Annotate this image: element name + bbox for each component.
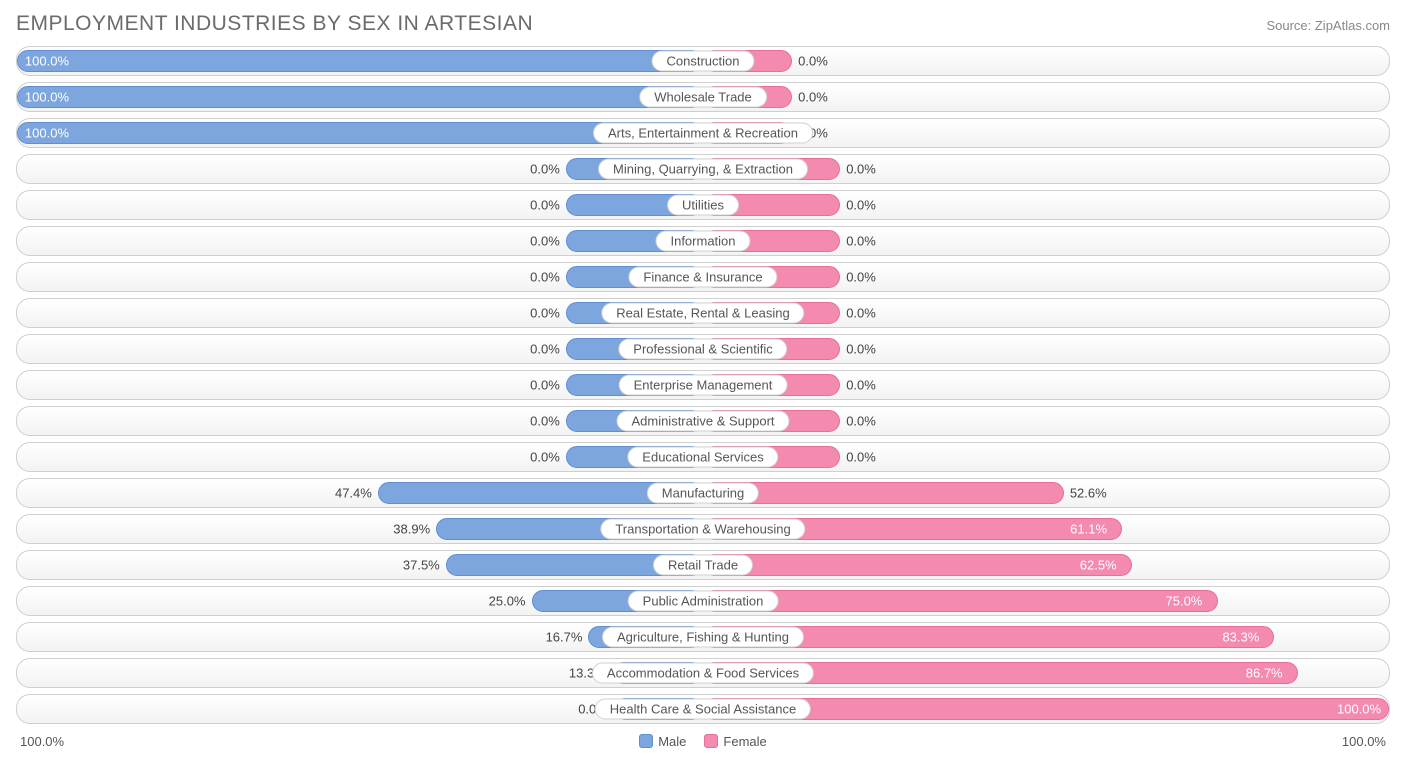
legend-item-female: Female: [704, 734, 766, 749]
chart-row: 37.5% 62.5% Retail Trade: [16, 550, 1390, 580]
category-pill: Retail Trade: [653, 555, 753, 576]
male-value: 0.0%: [530, 234, 560, 249]
female-value: 0.0%: [846, 342, 876, 357]
chart-row: 0.0% 0.0% Administrative & Support: [16, 406, 1390, 436]
female-value: 75.0%: [1166, 594, 1203, 609]
female-value: 61.1%: [1070, 522, 1107, 537]
female-value: 0.0%: [846, 162, 876, 177]
chart-row: 13.3%86.7%Accommodation & Food Services: [16, 658, 1390, 688]
female-value: 100.0%: [1337, 702, 1381, 717]
chart-row: 100.0%0.0%Arts, Entertainment & Recreati…: [16, 118, 1390, 148]
legend: Male Female: [639, 734, 767, 749]
category-pill: Transportation & Warehousing: [600, 519, 805, 540]
male-value: 100.0%: [25, 126, 69, 141]
female-value: 0.0%: [798, 90, 828, 105]
category-pill: Administrative & Support: [616, 411, 789, 432]
chart-row: 0.0%100.0%Health Care & Social Assistanc…: [16, 694, 1390, 724]
female-value: 0.0%: [846, 414, 876, 429]
chart-row: 0.0% 0.0% Mining, Quarrying, & Extraction: [16, 154, 1390, 184]
male-value: 0.0%: [530, 342, 560, 357]
legend-swatch-male: [639, 734, 653, 748]
legend-label-male: Male: [658, 734, 686, 749]
category-pill: Accommodation & Food Services: [592, 663, 814, 684]
legend-label-female: Female: [723, 734, 766, 749]
butterfly-chart: 100.0% 0.0% Construction 100.0% 0.0% Wholesal…: [16, 46, 1390, 724]
male-value: 0.0%: [530, 450, 560, 465]
category-pill: Professional & Scientific: [618, 339, 787, 360]
female-value: 52.6%: [1070, 486, 1107, 501]
female-bar: [703, 554, 1132, 576]
chart-row: 47.4% 52.6% Manufacturing: [16, 478, 1390, 508]
category-pill: Real Estate, Rental & Leasing: [601, 303, 804, 324]
male-value: 38.9%: [393, 522, 430, 537]
category-pill: Public Administration: [628, 591, 779, 612]
category-pill: Health Care & Social Assistance: [595, 699, 811, 720]
male-value: 0.0%: [530, 198, 560, 213]
category-pill: Manufacturing: [647, 483, 759, 504]
legend-item-male: Male: [639, 734, 686, 749]
category-pill: Educational Services: [627, 447, 778, 468]
male-value: 100.0%: [25, 54, 69, 69]
chart-row: 16.7% 83.3% Agriculture, Fishing & Hunting: [16, 622, 1390, 652]
male-bar: [17, 50, 703, 72]
chart-row: 0.0% 0.0% Professional & Scientific: [16, 334, 1390, 364]
male-value: 16.7%: [546, 630, 583, 645]
chart-source: Source: ZipAtlas.com: [1266, 18, 1390, 33]
category-pill: Construction: [652, 51, 755, 72]
category-pill: Arts, Entertainment & Recreation: [593, 123, 813, 144]
female-value: 0.0%: [846, 234, 876, 249]
female-value: 83.3%: [1222, 630, 1259, 645]
category-pill: Enterprise Management: [619, 375, 788, 396]
chart-row: 0.0% 0.0% Real Estate, Rental & Leasing: [16, 298, 1390, 328]
category-pill: Wholesale Trade: [639, 87, 767, 108]
chart-row: 38.9% 61.1% Transportation & Warehousing: [16, 514, 1390, 544]
axis-label-left: 100.0%: [20, 734, 64, 749]
male-value: 0.0%: [530, 306, 560, 321]
chart-title: EMPLOYMENT INDUSTRIES BY SEX IN ARTESIAN: [16, 12, 533, 36]
male-value: 0.0%: [530, 414, 560, 429]
category-pill: Finance & Insurance: [628, 267, 777, 288]
female-bar: [703, 590, 1218, 612]
chart-row: 0.0% 0.0% Information: [16, 226, 1390, 256]
female-value: 0.0%: [846, 378, 876, 393]
male-value: 37.5%: [403, 558, 440, 573]
female-value: 0.0%: [798, 54, 828, 69]
female-value: 62.5%: [1080, 558, 1117, 573]
category-pill: Information: [655, 231, 750, 252]
chart-row: 0.0% 0.0% Utilities: [16, 190, 1390, 220]
male-value: 0.0%: [530, 378, 560, 393]
male-value: 25.0%: [489, 594, 526, 609]
female-value: 0.0%: [846, 198, 876, 213]
male-value: 0.0%: [530, 270, 560, 285]
chart-row: 0.0% 0.0% Finance & Insurance: [16, 262, 1390, 292]
chart-footer: 100.0% Male Female 100.0%: [16, 730, 1390, 749]
male-bar: [17, 86, 703, 108]
chart-row: 0.0% 0.0% Enterprise Management: [16, 370, 1390, 400]
category-pill: Utilities: [667, 195, 739, 216]
female-value: 0.0%: [846, 270, 876, 285]
female-value: 0.0%: [846, 306, 876, 321]
male-value: 0.0%: [530, 162, 560, 177]
chart-row: 25.0% 75.0% Public Administration: [16, 586, 1390, 616]
category-pill: Agriculture, Fishing & Hunting: [602, 627, 804, 648]
chart-row: 100.0% 0.0% Wholesale Trade: [16, 82, 1390, 112]
axis-label-right: 100.0%: [1342, 734, 1386, 749]
male-value: 100.0%: [25, 90, 69, 105]
chart-row: 0.0% 0.0% Educational Services: [16, 442, 1390, 472]
legend-swatch-female: [704, 734, 718, 748]
female-value: 86.7%: [1246, 666, 1283, 681]
chart-row: 100.0% 0.0% Construction: [16, 46, 1390, 76]
category-pill: Mining, Quarrying, & Extraction: [598, 159, 808, 180]
male-value: 47.4%: [335, 486, 372, 501]
chart-header: EMPLOYMENT INDUSTRIES BY SEX IN ARTESIAN…: [16, 12, 1390, 36]
female-value: 0.0%: [846, 450, 876, 465]
